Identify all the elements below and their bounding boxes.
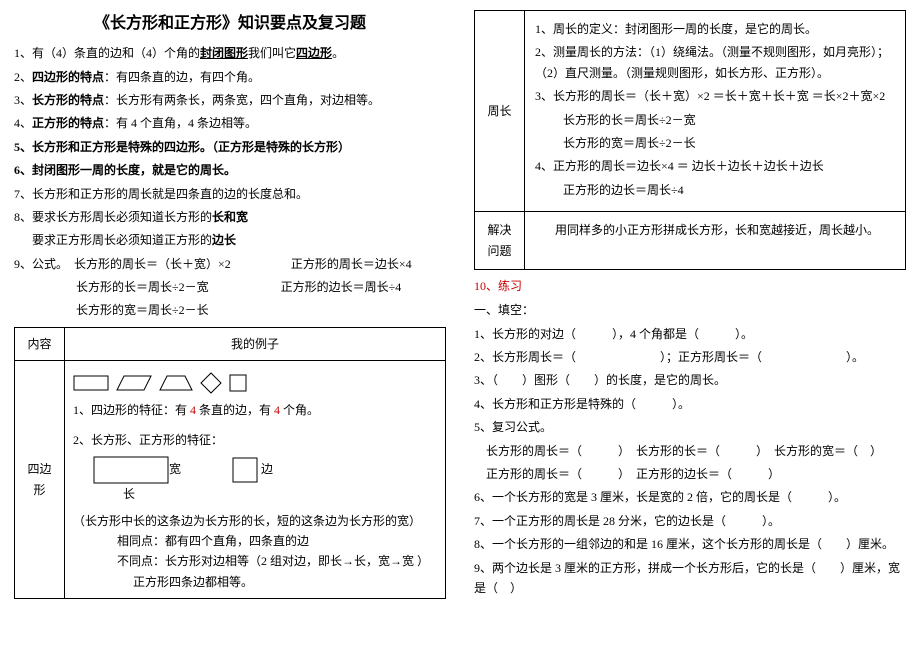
long-label: 长: [93, 484, 437, 504]
p8-a: 8、要求长方形周长必须知道长方形的: [14, 210, 212, 224]
r2: 2、测量周长的方法：（1）绕绳法。（测量不规则图形，如月亮形）；（2）直尺测量。…: [535, 42, 895, 83]
p9-d: 长方形的长＝周长÷2－宽: [76, 280, 209, 294]
ex-3: 3、（ ）图形（ ）的长度，是它的周长。: [474, 370, 906, 390]
p4-a: 4、: [14, 116, 32, 130]
right-column: 周长 1、周长的定义：封闭图形一周的长度，是它的周长。 2、测量周长的方法：（1…: [460, 0, 920, 650]
solve-label: 解决问题: [475, 212, 525, 270]
point-2: 2、四边形的特点：有四条直的边，有四个角。: [14, 67, 446, 87]
r5: 用同样多的小正方形拼成长方形，长和宽越接近，周长越小。: [535, 220, 895, 240]
p2-b: 四边形的特点: [32, 70, 104, 84]
p3-a: 3、: [14, 93, 32, 107]
p3-c: ：长方形有两条长，两条宽，四个直角，对边相等。: [104, 93, 380, 107]
labeled-rect-icon: [93, 456, 169, 484]
perimeter-label: 周长: [475, 11, 525, 212]
wide-label: 宽: [169, 462, 181, 476]
r4b: 正方形的边长＝周长÷4: [535, 180, 895, 200]
feature-3: （长方形中长的这条边为长方形的长，短的这条边为长方形的宽）: [73, 511, 437, 531]
table-body-row: 四边形 1、四边形的特征：有 4 条直的边，有 4 个角。 2、长方形、正方形的…: [15, 361, 446, 599]
point-5: 5、长方形和正方形是特殊的四边形。（正方形是特殊的长方形）: [14, 137, 446, 157]
p9-f: 长方形的宽＝周长÷2－长: [76, 303, 209, 317]
ex-sub: 一、填空：: [474, 300, 906, 320]
p1-c: 我们叫它: [248, 46, 296, 60]
p4-c: ：有 4 个直角，4 条边相等。: [104, 116, 257, 130]
p8-b: 长和宽: [212, 210, 248, 224]
p8-c: 要求正方形周长必须知道正方形的: [32, 233, 212, 247]
t1-c: 条直的边，有: [196, 403, 274, 417]
doc-title: 《长方形和正方形》知识要点及复习题: [14, 10, 446, 37]
th-example: 我的例子: [65, 327, 446, 360]
feature-2: 2、长方形、正方形的特征：: [73, 430, 437, 450]
point-9-row3: 长方形的宽＝周长÷2－长: [14, 300, 446, 320]
ex-1: 1、长方形的对边（ ），4 个角都是（ ）。: [474, 324, 906, 344]
square-icon: [229, 374, 247, 392]
point-8a: 8、要求长方形周长必须知道长方形的长和宽: [14, 207, 446, 227]
point-3: 3、长方形的特点：长方形有两条长，两条宽，四个直角，对边相等。: [14, 90, 446, 110]
r3c: 长方形的宽＝周长÷2－长: [535, 133, 895, 153]
point-8b: 要求正方形周长必须知道正方形的边长: [14, 230, 446, 250]
t1-a: 1、四边形的特征：有: [73, 403, 190, 417]
ex-5a: 长方形的周长＝（ ） 长方形的长＝（ ） 长方形的宽＝（ ）: [474, 441, 906, 461]
feature-1: 1、四边形的特征：有 4 条直的边，有 4 个角。: [73, 400, 437, 420]
ex-5b: 正方形的周长＝（ ） 正方形的边长＝（ ）: [474, 464, 906, 484]
ex-8: 8、一个长方形的一组邻边的和是 16 厘米，这个长方形的周长是（ ）厘米。: [474, 534, 906, 554]
solve-content: 用同样多的小正方形拼成长方形，长和宽越接近，周长越小。: [525, 212, 906, 270]
point-7: 7、长方形和正方形的周长就是四条直的边的长度总和。: [14, 184, 446, 204]
point-1: 1、有（4）条直的边和（4）个角的封闭图形我们叫它四边形。: [14, 43, 446, 63]
r3b: 长方形的长＝周长÷2－宽: [535, 110, 895, 130]
point-9-row1: 9、公式。 长方形的周长＝（长＋宽）×2 正方形的周长＝边长×4: [14, 254, 446, 274]
p1-a: 1、有（4）条直的边和（4）个角的: [14, 46, 200, 60]
parallelogram-icon: [116, 375, 152, 391]
point-9-row2: 长方形的长＝周长÷2－宽 正方形的边长＝周长÷4: [14, 277, 446, 297]
p2-a: 2、: [14, 70, 32, 84]
p9-c: 正方形的周长＝边长×4: [291, 257, 412, 271]
ex-title: 10、练习: [474, 276, 906, 296]
ex-9: 9、两个边长是 3 厘米的正方形，拼成一个长方形后，它的长是（ ）厘米，宽是（ …: [474, 558, 906, 599]
p3-b: 长方形的特点: [32, 93, 104, 107]
side-label: 边: [261, 462, 273, 476]
rectangle-icon: [73, 375, 109, 391]
table-header-row: 内容 我的例子: [15, 327, 446, 360]
ex-6: 6、一个长方形的宽是 3 厘米，长是宽的 2 倍，它的周长是（ ）。: [474, 487, 906, 507]
labeled-shapes: 宽 边 长: [93, 456, 437, 504]
diamond-icon: [200, 372, 222, 394]
r1: 1、周长的定义：封闭图形一周的长度，是它的周长。: [535, 19, 895, 39]
ex-2: 2、长方形周长＝（ ）；正方形周长＝（ ）。: [474, 347, 906, 367]
trapezoid-icon: [159, 375, 193, 391]
p1-b: 封闭图形: [200, 46, 248, 60]
p2-c: ：有四条直的边，有四个角。: [104, 70, 260, 84]
example-table: 内容 我的例子 四边形 1、四边形的特征：有 4 条直的边，有 4 个角。 2、…: [14, 327, 446, 599]
r3: 3、长方形的周长＝（长＋宽）×2 ＝长＋宽＋长＋宽 ＝长×2＋宽×2: [535, 86, 895, 106]
solve-row: 解决问题 用同样多的小正方形拼成长方形，长和宽越接近，周长越小。: [475, 212, 906, 270]
p9-a: 9、公式。: [14, 257, 62, 271]
p1-d: 四边形: [296, 46, 332, 60]
td-label: 四边形: [15, 361, 65, 599]
ex-7: 7、一个正方形的周长是 28 分米，它的边长是（ ）。: [474, 511, 906, 531]
p8-d: 边长: [212, 233, 236, 247]
t1-e: 个角。: [280, 403, 319, 417]
shape-row: [73, 371, 437, 393]
feature-6: 正方形四条边都相等。: [73, 572, 437, 592]
ex-5: 5、复习公式。: [474, 417, 906, 437]
perimeter-content: 1、周长的定义：封闭图形一周的长度，是它的周长。 2、测量周长的方法：（1）绕绳…: [525, 11, 906, 212]
r4: 4、正方形的周长＝边长×4 ＝ 边长＋边长＋边长＋边长: [535, 156, 895, 176]
th-content: 内容: [15, 327, 65, 360]
feature-5: 不同点：长方形对边相等（2 组对边，即长→长，宽→宽 ）: [73, 551, 437, 571]
feature-4: 相同点：都有四个直角，四条直的边: [73, 531, 437, 551]
point-6: 6、封闭图形一周的长度，就是它的周长。: [14, 160, 446, 180]
perimeter-table: 周长 1、周长的定义：封闭图形一周的长度，是它的周长。 2、测量周长的方法：（1…: [474, 10, 906, 270]
p9-b: 长方形的周长＝（长＋宽）×2: [74, 257, 231, 271]
point-4: 4、正方形的特点：有 4 个直角，4 条边相等。: [14, 113, 446, 133]
perimeter-row: 周长 1、周长的定义：封闭图形一周的长度，是它的周长。 2、测量周长的方法：（1…: [475, 11, 906, 212]
labeled-square-icon: [232, 457, 258, 483]
p4-b: 正方形的特点: [32, 116, 104, 130]
left-column: 《长方形和正方形》知识要点及复习题 1、有（4）条直的边和（4）个角的封闭图形我…: [0, 0, 460, 650]
p9-e: 正方形的边长＝周长÷4: [281, 280, 402, 294]
td-content: 1、四边形的特征：有 4 条直的边，有 4 个角。 2、长方形、正方形的特征： …: [65, 361, 446, 599]
ex-4: 4、长方形和正方形是特殊的（ ）。: [474, 394, 906, 414]
p1-e: 。: [332, 46, 344, 60]
